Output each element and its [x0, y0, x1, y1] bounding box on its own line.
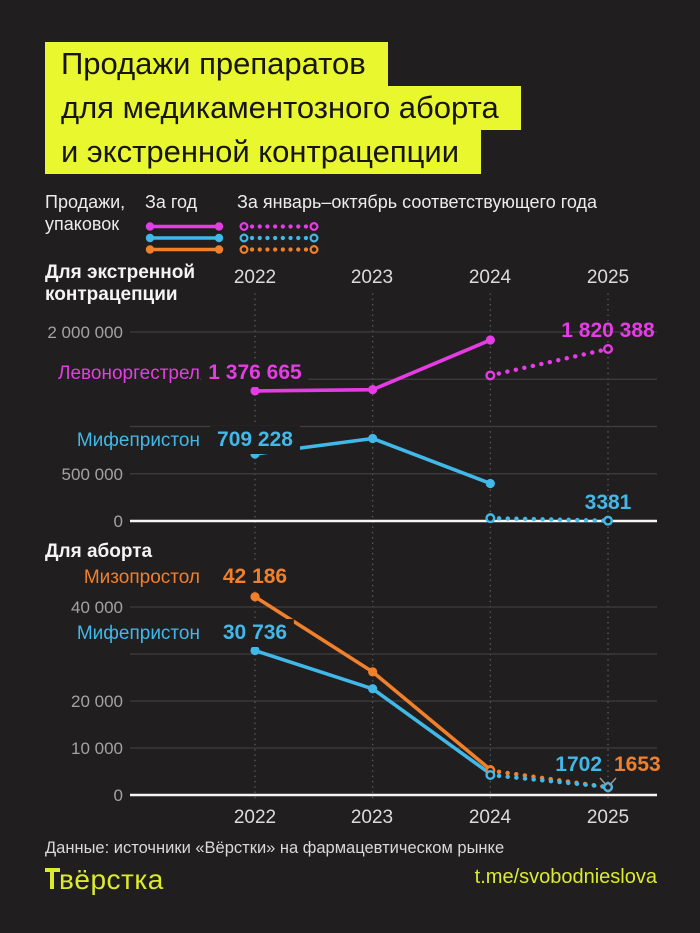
- telegram-link[interactable]: t.me/svobodnieslova: [474, 866, 657, 888]
- chart1-ytick-500000: 500 000: [61, 465, 123, 484]
- series-label-mifepristone-ab: Мифепристон: [0, 621, 200, 647]
- logo-t-icon: [45, 868, 60, 889]
- title-line-2: для медикаментозного аборта: [45, 86, 521, 130]
- chart2-year-2023: 2023: [350, 807, 394, 828]
- end-label-levonorgestrel-2025: 1 820 388: [561, 319, 655, 342]
- legend-solid-label: За год: [145, 192, 198, 212]
- series-value-misoprostol-2022: 42 186: [215, 563, 295, 591]
- chart2-title: Для аборта: [45, 541, 153, 562]
- end-label-mifepristone-ab-2025: 1702: [555, 753, 602, 776]
- chart1-year-2024: 2024: [468, 267, 512, 288]
- chart1-ytick-2000000: 2 000 000: [47, 323, 123, 342]
- series-label-misoprostol: Мизопростол: [0, 565, 200, 591]
- chart2-ytick-0: 0: [113, 786, 123, 805]
- title-line-1: Продажи препаратов: [45, 42, 388, 86]
- chart1-year-2025: 2025: [586, 267, 630, 288]
- chart2-ytick-40000: 40 000: [71, 598, 123, 617]
- end-label-misoprostol-2025: 1653: [614, 753, 661, 776]
- end-label-mifepristone-ec-2025: 3381: [584, 491, 632, 514]
- chart1-year-2022: 2022: [233, 267, 277, 288]
- verstka-logo: вёрстка: [45, 864, 164, 896]
- series-label-mifepristone-ec: Мифепристон: [0, 428, 200, 454]
- end-labels-2025-pair: 1702 1653: [555, 753, 660, 777]
- chart1-year-2023: 2023: [350, 267, 394, 288]
- series-value-mifepristone-ec-2022: 709 228: [210, 426, 300, 454]
- chart1-title: Для экстренной контрацепции: [45, 262, 196, 305]
- chart2-year-2025: 2025: [586, 807, 630, 828]
- page-title: Продажи препаратов для медикаментозного …: [45, 42, 521, 174]
- chart2-ytick-20000: 20 000: [71, 692, 123, 711]
- legend-dotted-label: За январь–октябрь соответствующего года: [237, 192, 598, 212]
- series-label-levonorgestrel: Левоноргестрел: [0, 361, 200, 387]
- chart2-year-2022: 2022: [233, 807, 277, 828]
- data-source-note: Данные: источники «Вёрстки» на фармацевт…: [45, 839, 505, 857]
- chart1-ytick-0: 0: [113, 512, 123, 531]
- legend-axis-label: Продажи, упаковок: [45, 192, 126, 234]
- series-value-mifepristone-ab-2022: 30 736: [215, 619, 295, 647]
- chart2-ytick-10000: 10 000: [71, 739, 123, 758]
- series-value-levonorgestrel-2022: 1 376 665: [201, 359, 309, 387]
- chart2-year-2024: 2024: [468, 807, 512, 828]
- title-line-3: и экстренной контрацепции: [45, 130, 482, 174]
